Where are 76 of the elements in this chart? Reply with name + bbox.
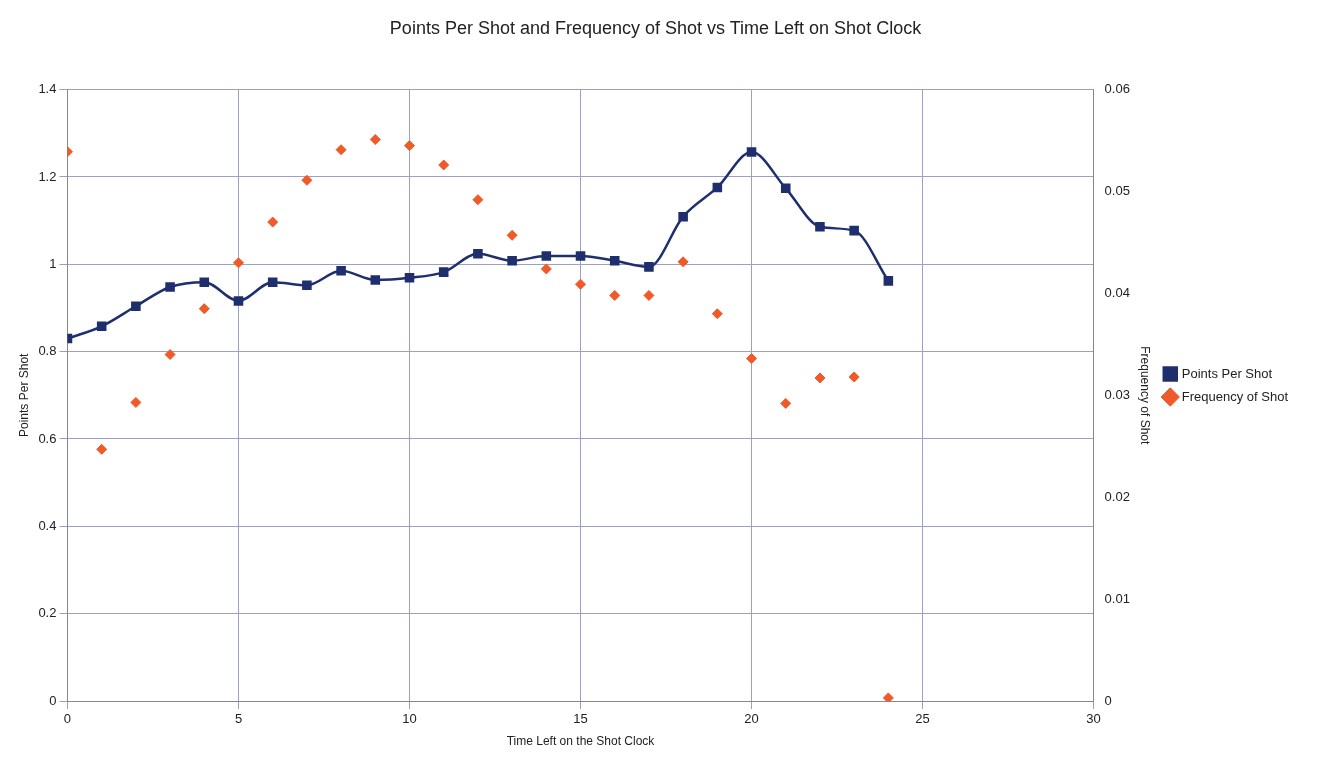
point (198, 303, 210, 315)
point (882, 692, 894, 701)
point (678, 211, 688, 222)
x-tick-label: 0 (63, 711, 72, 727)
point (233, 296, 244, 306)
y-tick-label: 0.6 (38, 430, 57, 446)
point (232, 257, 244, 269)
point (130, 396, 142, 408)
y2-tick-label: 0.02 (1104, 488, 1130, 504)
point (370, 275, 381, 285)
y-tick-label: 0.4 (38, 517, 57, 533)
y-tick-label: 1.2 (38, 168, 57, 184)
point (780, 397, 792, 409)
point (131, 301, 141, 311)
point (96, 443, 108, 455)
x-tick-label: 25 (915, 711, 930, 727)
point (575, 278, 587, 290)
point (848, 371, 860, 383)
point (164, 349, 176, 361)
y-tick-label: 0 (49, 692, 57, 708)
point (438, 159, 450, 171)
y2-tick-label: 0.04 (1104, 284, 1130, 300)
point (506, 229, 518, 241)
point (814, 372, 826, 384)
y2-tick-label: 0 (1104, 692, 1112, 708)
y-tick-label: 1 (49, 255, 57, 271)
point (541, 251, 552, 261)
point (267, 216, 279, 228)
point (336, 266, 346, 276)
point (883, 276, 894, 286)
point (404, 273, 415, 283)
point (302, 280, 312, 291)
point (711, 308, 723, 320)
point (849, 225, 859, 236)
x-tick-label: 10 (402, 711, 417, 727)
y2-axis-title: Frequency of Shot (1137, 346, 1152, 445)
point (438, 267, 449, 277)
point (746, 353, 758, 365)
y2-tick-label: 0.01 (1104, 590, 1130, 606)
legend-label: Points Per Shot (1181, 365, 1273, 381)
point (335, 144, 347, 156)
point (507, 256, 517, 266)
x-tick-label: 5 (234, 711, 243, 727)
x-tick-label: 20 (744, 711, 759, 727)
point (472, 194, 484, 206)
point (712, 182, 723, 193)
y2-tick-label: 0.06 (1104, 81, 1130, 97)
point (677, 256, 689, 268)
point (540, 263, 552, 275)
point (609, 256, 620, 266)
y-axis-title: Points Per Shot (16, 352, 31, 437)
point (369, 134, 381, 146)
point (746, 147, 757, 157)
legend-label: Frequency of Shot (1181, 388, 1289, 404)
point (575, 251, 586, 261)
y-tick-label: 0.2 (38, 605, 57, 621)
x-axis-title: Time Left on the Shot Clock (506, 734, 656, 749)
point (199, 277, 210, 287)
point (96, 321, 107, 332)
point (644, 262, 654, 272)
point (404, 140, 416, 152)
point (165, 282, 175, 292)
chart-title: Points Per Shot and Frequency of Shot vs Time Left on Shot Clock (389, 17, 923, 38)
y2-tick-label: 0.05 (1104, 183, 1130, 199)
point (267, 277, 278, 287)
point (815, 221, 825, 232)
point (301, 174, 313, 186)
x-tick-label: 15 (573, 711, 588, 727)
point (609, 289, 621, 301)
point (780, 183, 791, 194)
point (643, 289, 655, 301)
point (473, 249, 483, 259)
y-tick-label: 0.8 (38, 343, 57, 359)
x-tick-label: 30 (1086, 711, 1101, 727)
y2-tick-label: 0.03 (1104, 386, 1130, 402)
y-tick-label: 1.4 (38, 81, 57, 97)
